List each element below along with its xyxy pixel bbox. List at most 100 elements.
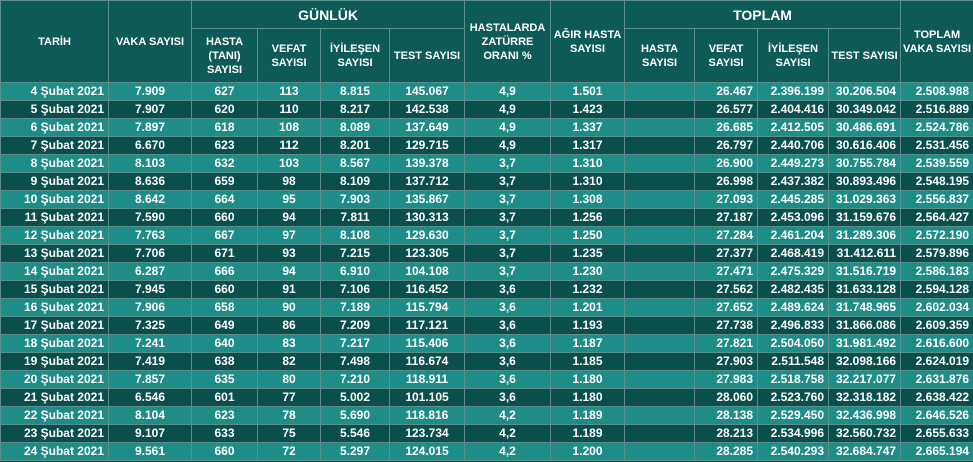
cell-gunluk-hasta: 667 [191, 226, 258, 245]
cell-toplam-vaka: 2.548.195 [900, 172, 973, 191]
cell-agir-hasta: 1.310 [550, 172, 626, 191]
cell-gunluk-vefat: 90 [257, 298, 321, 317]
cell-toplam-vaka: 2.616.600 [900, 334, 973, 353]
cell-toplam-hasta [624, 208, 696, 227]
cell-date: 5 Şubat 2021 [0, 100, 109, 119]
cell-gunluk-iyilesen: 8.815 [320, 82, 390, 101]
cell-toplam-iyilesen: 2.453.096 [757, 208, 830, 227]
cell-toplam-vaka: 2.572.190 [900, 226, 973, 245]
cell-zaturre-orani: 4,9 [464, 118, 552, 137]
cell-toplam-hasta [624, 442, 696, 461]
cell-toplam-hasta [624, 370, 696, 389]
table-row: 10 Şubat 2021 8.642 664 95 7.903 135.867 3,7 1.… [0, 190, 973, 209]
cell-agir-hasta: 1.256 [550, 208, 626, 227]
cell-zaturre-orani: 3,7 [464, 226, 552, 245]
header-toplam-hasta: HASTA SAYISI [624, 28, 696, 83]
cell-vaka-sayisi: 7.897 [108, 118, 192, 137]
cell-toplam-hasta [624, 82, 696, 101]
cell-toplam-iyilesen: 2.518.758 [757, 370, 830, 389]
header-gunluk-hasta: HASTA (TANI) SAYISI [191, 28, 258, 83]
cell-gunluk-iyilesen: 7.903 [320, 190, 390, 209]
cell-toplam-vaka: 2.516.889 [900, 100, 973, 119]
cell-toplam-vefat: 26.577 [694, 100, 759, 119]
cell-zaturre-orani: 3,6 [464, 370, 552, 389]
cell-zaturre-orani: 3,7 [464, 244, 552, 263]
cell-vaka-sayisi: 7.907 [108, 100, 192, 119]
cell-gunluk-iyilesen: 7.210 [320, 370, 390, 389]
cell-toplam-vefat: 26.797 [694, 136, 759, 155]
table-body: 4 Şubat 2021 7.909 627 113 8.815 145.067 4,9 1.… [0, 82, 973, 461]
cell-gunluk-iyilesen: 8.089 [320, 118, 390, 137]
cell-toplam-test: 32.560.732 [828, 424, 902, 443]
cell-gunluk-hasta: 659 [191, 172, 258, 191]
cell-toplam-vaka: 2.624.019 [900, 352, 973, 371]
cell-vaka-sayisi: 7.906 [108, 298, 192, 317]
cell-gunluk-vefat: 95 [257, 190, 321, 209]
cell-gunluk-test: 116.452 [388, 280, 466, 299]
table-row: 8 Şubat 2021 8.103 632 103 8.567 139.378 3,7 1.… [0, 154, 973, 173]
cell-gunluk-hasta: 620 [191, 100, 258, 119]
cell-vaka-sayisi: 6.670 [108, 136, 192, 155]
cell-gunluk-iyilesen: 7.209 [320, 316, 390, 335]
cell-toplam-vefat: 26.685 [694, 118, 759, 137]
cell-gunluk-test: 139.378 [388, 154, 466, 173]
cell-zaturre-orani: 3,7 [464, 190, 552, 209]
cell-toplam-test: 31.029.363 [828, 190, 902, 209]
cell-toplam-vaka: 2.564.427 [900, 208, 973, 227]
cell-toplam-test: 30.616.406 [828, 136, 902, 155]
table-row: 6 Şubat 2021 7.897 618 108 8.089 137.649 4,9 1.… [0, 118, 973, 137]
table-row: 19 Şubat 2021 7.419 638 82 7.498 116.674 3,6 1.… [0, 352, 973, 371]
cell-toplam-test: 30.755.784 [828, 154, 902, 173]
cell-zaturre-orani: 4,2 [464, 442, 552, 461]
cell-toplam-iyilesen: 2.511.548 [757, 352, 830, 371]
cell-agir-hasta: 1.232 [550, 280, 626, 299]
cell-gunluk-vefat: 82 [257, 352, 321, 371]
cell-vaka-sayisi: 6.546 [108, 388, 192, 407]
cell-gunluk-test: 115.406 [388, 334, 466, 353]
cell-toplam-test: 31.981.492 [828, 334, 902, 353]
cell-gunluk-hasta: 666 [191, 262, 258, 281]
cell-toplam-vefat: 28.285 [694, 442, 759, 461]
cell-gunluk-iyilesen: 7.498 [320, 352, 390, 371]
cell-toplam-vefat: 28.060 [694, 388, 759, 407]
table-row: 20 Şubat 2021 7.857 635 80 7.210 118.911 3,6 1.… [0, 370, 973, 389]
cell-toplam-vefat: 27.377 [694, 244, 759, 263]
cell-toplam-hasta [624, 316, 696, 335]
cell-toplam-vefat: 26.900 [694, 154, 759, 173]
cell-date: 18 Şubat 2021 [0, 334, 109, 353]
cell-toplam-test: 31.866.086 [828, 316, 902, 335]
cell-date: 9 Şubat 2021 [0, 172, 109, 191]
cell-gunluk-vefat: 80 [257, 370, 321, 389]
header-gunluk-test: TEST SAYISI [388, 28, 466, 83]
table-row: 9 Şubat 2021 8.636 659 98 8.109 137.712 3,7 1.3… [0, 172, 973, 191]
cell-vaka-sayisi: 7.590 [108, 208, 192, 227]
cell-date: 12 Şubat 2021 [0, 226, 109, 245]
table-row: 5 Şubat 2021 7.907 620 110 8.217 142.538 4,9 1.… [0, 100, 973, 119]
cell-gunluk-test: 129.630 [388, 226, 466, 245]
cell-agir-hasta: 1.185 [550, 352, 626, 371]
cell-gunluk-test: 142.538 [388, 100, 466, 119]
cell-gunluk-hasta: 601 [191, 388, 258, 407]
cell-gunluk-iyilesen: 7.106 [320, 280, 390, 299]
cell-zaturre-orani: 4,2 [464, 424, 552, 443]
cell-toplam-vaka: 2.539.559 [900, 154, 973, 173]
cell-toplam-test: 31.289.306 [828, 226, 902, 245]
cell-toplam-vefat: 27.284 [694, 226, 759, 245]
cell-agir-hasta: 1.189 [550, 406, 626, 425]
cell-zaturre-orani: 4,9 [464, 136, 552, 155]
cell-toplam-vaka: 2.586.183 [900, 262, 973, 281]
cell-date: 14 Şubat 2021 [0, 262, 109, 281]
cell-gunluk-vefat: 98 [257, 172, 321, 191]
cell-toplam-vefat: 28.138 [694, 406, 759, 425]
cell-toplam-test: 31.633.128 [828, 280, 902, 299]
cell-toplam-vefat: 26.998 [694, 172, 759, 191]
cell-gunluk-test: 137.712 [388, 172, 466, 191]
cell-gunluk-vefat: 91 [257, 280, 321, 299]
table-row: 13 Şubat 2021 7.706 671 93 7.215 123.305 3,7 1.… [0, 244, 973, 263]
cell-toplam-iyilesen: 2.404.416 [757, 100, 830, 119]
cell-vaka-sayisi: 9.561 [108, 442, 192, 461]
cell-toplam-hasta [624, 352, 696, 371]
cell-gunluk-iyilesen: 8.201 [320, 136, 390, 155]
cell-agir-hasta: 1.200 [550, 442, 626, 461]
cell-toplam-vefat: 27.738 [694, 316, 759, 335]
